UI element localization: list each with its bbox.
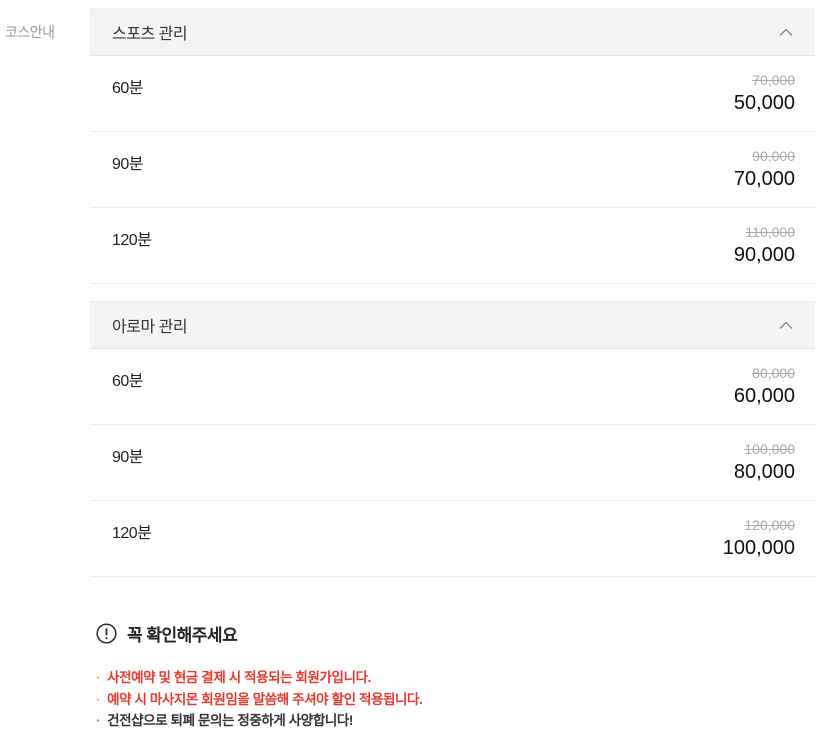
course-duration: 120분 [112,232,152,249]
notice-item-text: 예약 시 마사지몬 회원임을 말씀해 주셔야 할인 적용됩니다. [107,691,423,707]
chevron-up-icon[interactable] [779,28,793,37]
bullet: · [96,670,101,685]
exclamation-circle-icon [96,623,117,644]
course-section-sports: 스포츠 관리 60분 70,000 50,000 90분 90,000 70,0… [90,8,815,284]
accordion-header-aroma[interactable]: 아로마 관리 [90,301,815,349]
course-duration: 120분 [112,525,152,542]
course-duration: 60분 [112,80,144,97]
original-price: 120,000 [744,517,795,533]
original-price: 70,000 [752,72,795,88]
accordion-header-sports[interactable]: 스포츠 관리 [90,8,815,56]
section-title: 아로마 관리 [112,319,188,336]
price-group: 120,000 100,000 [723,517,795,560]
course-row: 60분 70,000 50,000 [90,56,815,132]
bullet: · [96,713,101,728]
discounted-price: 60,000 [733,385,795,407]
notice-header: 꼭 확인해주세요 [96,621,815,646]
course-row: 60분 80,000 60,000 [90,349,815,425]
price-group: 70,000 50,000 [734,72,795,115]
price-group: 100,000 80,000 [734,441,795,484]
discounted-price: 90,000 [733,244,795,266]
page-section-label: 코스안내 [5,24,55,40]
notice-item: · 예약 시 마사지몬 회원임을 말씀해 주셔야 할인 적용됩니다. [96,689,815,711]
discounted-price: 70,000 [733,168,795,190]
discounted-price: 100,000 [722,537,795,559]
course-row: 90분 90,000 70,000 [90,132,815,208]
course-row: 120분 110,000 90,000 [90,208,815,284]
notice-list: · 사전예약 및 현금 결제 시 적용되는 회원가입니다. · 예약 시 마사지… [96,667,815,732]
bullet: · [96,691,101,707]
original-price: 110,000 [745,224,795,240]
chevron-up-icon[interactable] [779,321,793,330]
course-duration: 60분 [112,373,144,390]
notice-item-text: 건전샵으로 퇴폐 문의는 정중하게 사양합니다! [107,713,353,728]
price-group: 80,000 60,000 [734,365,795,408]
course-section-aroma: 아로마 관리 60분 80,000 60,000 90분 100,000 80,… [90,301,815,577]
notice-item-text: 사전예약 및 현금 결제 시 적용되는 회원가입니다. [107,670,371,685]
course-duration: 90분 [112,449,144,466]
price-group: 110,000 90,000 [734,224,795,267]
course-duration: 90분 [112,156,144,173]
notice-item: · 사전예약 및 현금 결제 시 적용되는 회원가입니다. [96,667,815,689]
notice-block: 꼭 확인해주세요 · 사전예약 및 현금 결제 시 적용되는 회원가입니다. ·… [90,621,815,732]
discounted-price: 80,000 [733,461,795,483]
notice-title: 꼭 확인해주세요 [127,626,238,645]
course-list: 스포츠 관리 60분 70,000 50,000 90분 90,000 70,0… [90,0,815,732]
course-row: 120분 120,000 100,000 [90,501,815,577]
price-group: 90,000 70,000 [734,148,795,191]
section-title: 스포츠 관리 [112,26,188,43]
original-price: 80,000 [752,365,795,381]
course-row: 90분 100,000 80,000 [90,425,815,501]
original-price: 90,000 [752,148,795,164]
notice-item: · 건전샵으로 퇴폐 문의는 정중하게 사양합니다! [96,710,815,732]
discounted-price: 50,000 [733,92,795,114]
original-price: 100,000 [744,441,795,457]
